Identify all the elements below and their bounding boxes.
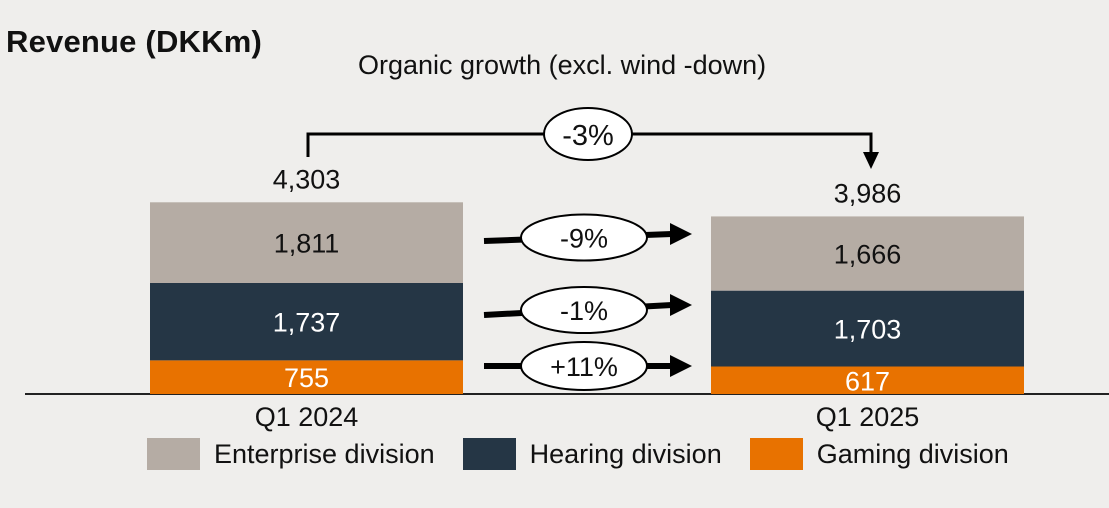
growth-arrow-head-2 <box>670 294 692 316</box>
overall-growth-arrowhead <box>863 152 879 169</box>
chart-subtitle: Organic growth (excl. wind -down) <box>358 50 767 80</box>
legend-label-hearing: Hearing division <box>529 438 722 469</box>
category-label-1: Q1 2024 <box>255 402 359 432</box>
growth-oval-2 <box>520 286 648 334</box>
legend-item-gaming: Gaming division <box>749 438 1009 470</box>
bar-1-gaming-division <box>150 360 463 394</box>
growth-oval-1 <box>520 341 648 391</box>
bar-2-hearing-division <box>711 290 1024 367</box>
chart-title: Revenue (DKKm) <box>6 24 263 59</box>
legend-swatch-hearing <box>462 438 516 470</box>
overall-growth-label: -3% <box>562 120 614 152</box>
bar-2-enterprise-division <box>711 216 1024 291</box>
growth-oval-3 <box>520 213 648 262</box>
legend-label-enterprise: Enterprise division <box>214 438 435 469</box>
bar-2-gaming-division <box>711 366 1024 394</box>
data-label-2-2: 1,703 <box>834 315 902 345</box>
legend: Enterprise division Hearing division Gam… <box>147 438 1037 470</box>
total-label-1: 4,303 <box>273 164 341 194</box>
growth-arrow-head-3 <box>670 223 692 245</box>
data-label-1-3: 1,811 <box>274 229 340 259</box>
legend-label-gaming: Gaming division <box>816 438 1009 469</box>
legend-swatch-enterprise <box>147 438 200 470</box>
category-label-2: Q1 2025 <box>816 402 920 432</box>
growth-label-3: -9% <box>560 224 608 254</box>
overall-growth-oval <box>543 107 633 161</box>
data-label-1-1: 755 <box>284 363 329 393</box>
total-label-2: 3,986 <box>834 178 902 208</box>
bar-1-hearing-division <box>150 282 463 361</box>
legend-swatch-gaming <box>749 438 803 470</box>
legend-item-hearing: Hearing division <box>462 438 722 470</box>
growth-label-1: +11% <box>550 352 618 382</box>
data-label-2-3: 1,666 <box>834 240 902 270</box>
data-label-2-1: 617 <box>845 366 890 396</box>
legend-item-enterprise: Enterprise division <box>147 438 435 470</box>
data-label-1-2: 1,737 <box>273 308 341 338</box>
growth-label-2: -1% <box>560 296 608 326</box>
bar-1-enterprise-division <box>150 202 463 283</box>
growth-arrow-head-1 <box>670 355 692 377</box>
